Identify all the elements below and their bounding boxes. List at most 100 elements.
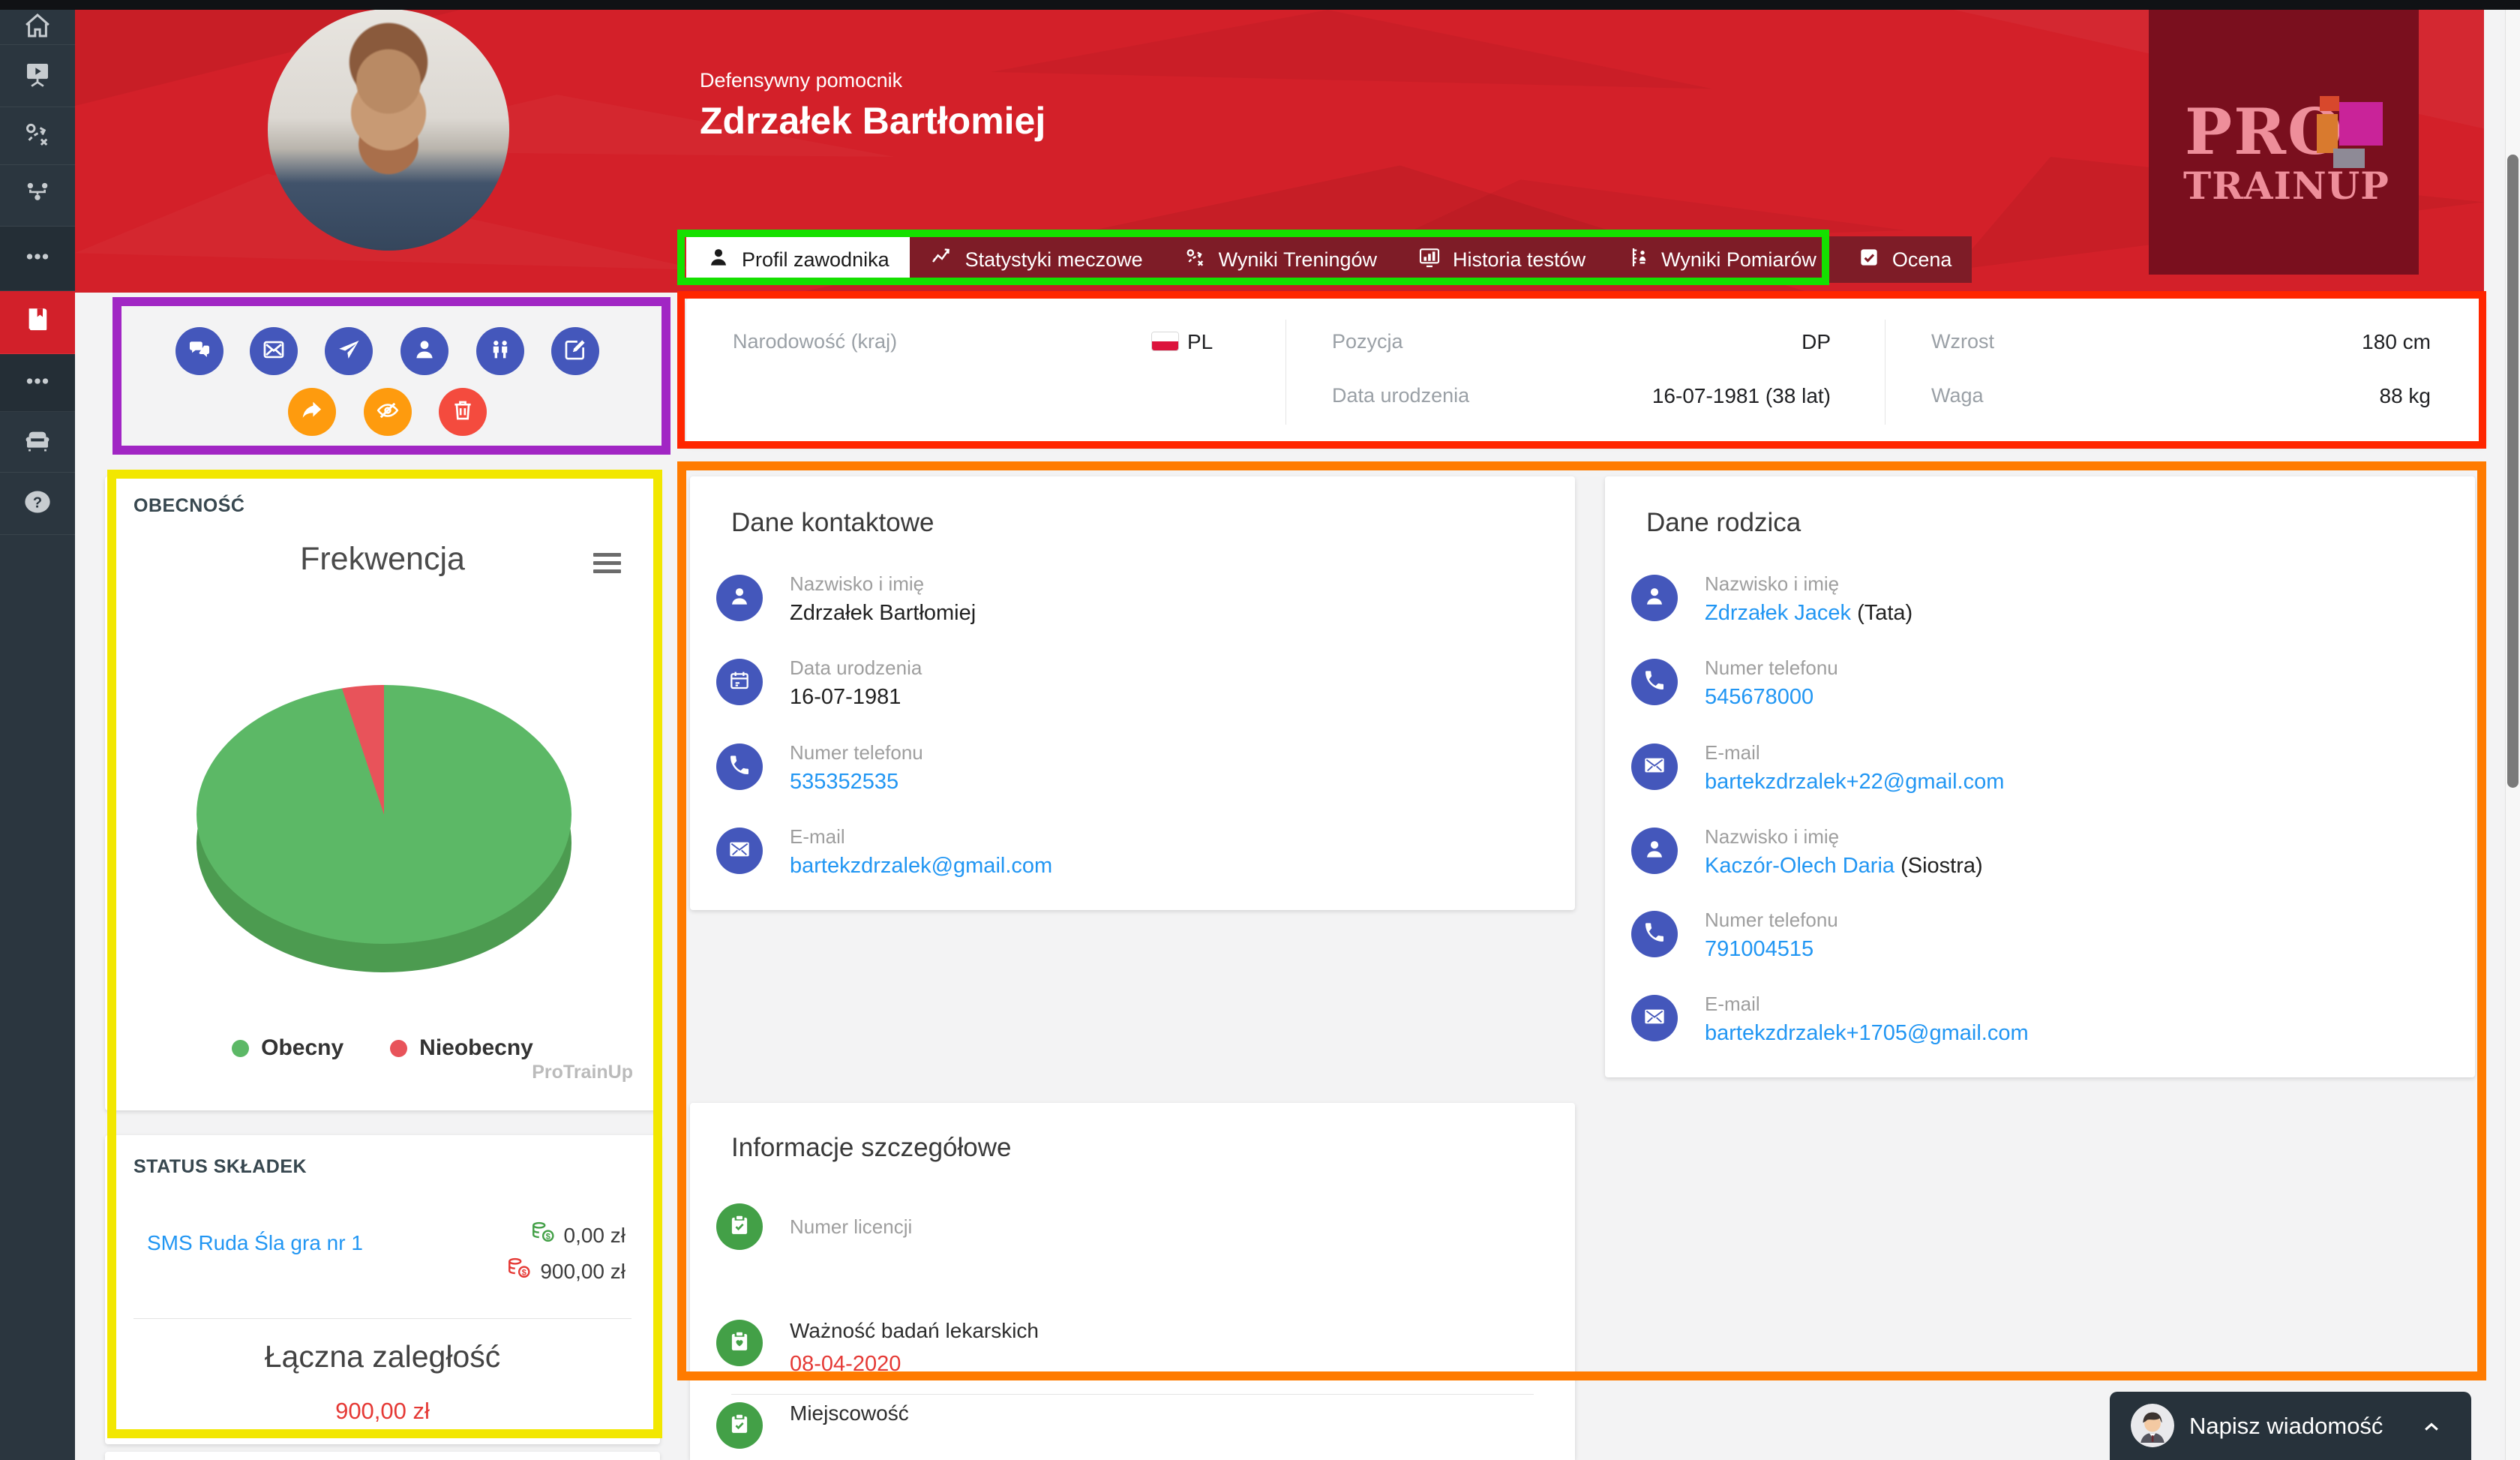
chat-widget-bar[interactable]: Napisz wiadomość [2110,1392,2471,1460]
height-value: 180 cm [2362,330,2431,353]
sidebar-item-player-book[interactable] [0,291,75,354]
attendance-pie[interactable] [196,685,572,944]
tab-label: Historia testów [1453,248,1586,271]
phone-icon [728,753,752,781]
people-icon [488,337,513,366]
tab-statystyki-meczowe[interactable]: Statystyki meczowe [910,236,1163,283]
email-link[interactable]: bartekzdrzalek+1705@gmail.com [1705,1021,2029,1045]
svg-text:$: $ [545,1232,550,1241]
sidebar-item-org-chart[interactable] [0,165,75,227]
family-button[interactable] [476,327,524,375]
scrollbar-thumb[interactable] [2507,155,2518,788]
row-label: Numer telefonu [1705,909,1838,931]
fee-paid-amount: $ 0,00 zł [530,1219,626,1251]
email-link[interactable]: bartekzdrzalek@gmail.com [790,854,1053,878]
parent-row-icon [1631,744,1678,790]
paper-plane-icon [336,337,362,366]
position-label: Pozycja [1332,330,1403,353]
fee-paid-value: 0,00 zł [563,1223,626,1247]
top-black-bar [0,0,2520,10]
email-link[interactable]: bartekzdrzalek+22@gmail.com [1705,770,2005,794]
eye-slash-icon [375,398,400,427]
help-icon: ? [22,486,53,521]
tab-wyniki-pomiarow[interactable]: Wyniki Pomiarów [1606,236,1837,283]
legend-item-obecny[interactable]: Obecny [232,1035,344,1061]
tab-wyniki-treningow[interactable]: Wyniki Treningów [1163,236,1397,283]
tab-label: Ocena [1892,248,1952,271]
next-card-edge [105,1452,660,1460]
row-label: Numer licencji [790,1215,913,1238]
profile-tab-bar: Profil zawodnika Statystyki meczowe Wyni… [686,236,1972,283]
row-label: E-mail [1705,741,1760,764]
logo-square-orange-icon [2317,114,2338,153]
medical-expiry-value: 08-04-2020 [790,1352,902,1376]
details-row-icon [716,1402,763,1449]
share-arrow-icon [299,398,325,427]
fee-item-link[interactable]: SMS Ruda Śla gra nr 1 [147,1231,363,1254]
fees-section-label: STATUS SKŁADEK [134,1156,308,1177]
send-message-button[interactable] [325,327,373,375]
nationality-value: PL [1187,330,1214,353]
phone-icon [1642,668,1666,696]
row-label: E-mail [790,825,845,848]
legend-label: Nieobecny [419,1035,533,1060]
phone-link[interactable]: 535352535 [790,770,899,794]
edit-button[interactable] [551,327,599,375]
more-dots-icon [22,365,53,401]
tab-historia-testow[interactable]: Historia testów [1397,236,1606,283]
tab-label: Wyniki Treningów [1218,248,1378,271]
email-button[interactable] [250,327,298,375]
legend-item-nieobecny[interactable]: Nieobecny [390,1035,533,1061]
measure-icon [1626,245,1650,275]
parent-row-icon [1631,659,1678,705]
nationality-label: Narodowość (kraj) [733,330,898,353]
player-info-bar: Narodowość (kraj) PL Pozycja DP Data uro… [686,299,2485,446]
sidebar-item-help[interactable]: ? [0,473,75,535]
checkbox-icon [1857,245,1881,275]
hide-button[interactable] [364,388,412,436]
clipboard-check-icon [728,1412,752,1440]
tab-profil-zawodnika[interactable]: Profil zawodnika [686,236,910,283]
tab-label: Profil zawodnika [742,248,890,271]
chat-avatar [2131,1404,2174,1447]
chevron-up-icon[interactable] [2419,1414,2444,1443]
details-card: Informacje szczegółowe Numer licencji Wa… [690,1103,1575,1460]
player-name: Zdrzałek Bartłomiej [700,100,1046,142]
profile-button[interactable] [400,327,448,375]
bar-chart-icon [1418,245,1442,275]
player-photo-avatar[interactable] [268,9,509,251]
chat-button[interactable] [176,327,224,375]
parent-name-link[interactable]: Kaczór-Olech Daria [1705,854,1895,878]
sidebar-item-lounge[interactable] [0,412,75,473]
chat-bubbles-icon [187,337,212,366]
sidebar-item-presentation[interactable] [0,45,75,107]
line-chart-icon [930,245,954,275]
share-button[interactable] [288,388,336,436]
birth-date-label: Data urodzenia [1332,384,1470,407]
sidebar-item-more-bottom[interactable] [0,354,75,412]
parent-row-icon [1631,911,1678,957]
person-icon [706,245,730,275]
legend-label: Obecny [261,1035,344,1060]
envelope-icon [261,337,286,366]
tab-label: Wyniki Pomiarów [1661,248,1816,271]
chart-menu-icon[interactable] [593,548,621,578]
phone-link[interactable]: 791004515 [1705,937,1814,961]
delete-button[interactable] [439,388,487,436]
chart-watermark: ProTrainUp [532,1062,633,1083]
sidebar-item-more-top[interactable] [0,227,75,291]
contact-row-icon [716,575,763,621]
attendance-section-label: OBECNOŚĆ [134,495,245,516]
parent-name-link[interactable]: Zdrzałek Jacek [1705,601,1852,625]
height-label: Wzrost [1931,330,1994,353]
page-scrollbar[interactable] [2505,10,2520,1460]
row-value: 16-07-1981 [790,685,902,709]
logo-text-trainup: TRAINUP [2183,164,2390,208]
sidebar-item-home[interactable] [0,10,75,45]
tab-ocena[interactable]: Ocena [1837,236,1972,283]
contact-row-icon [716,828,763,874]
sidebar-item-tactics[interactable] [0,107,75,165]
phone-link[interactable]: 545678000 [1705,685,1814,709]
sidebar-nav: ? [0,10,75,1460]
